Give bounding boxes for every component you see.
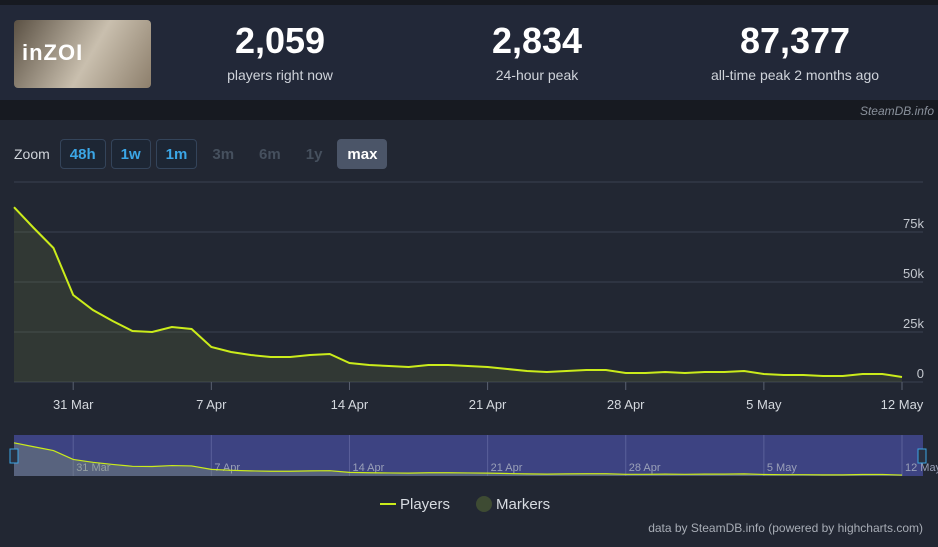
x-tick-label: 7 Apr [196, 397, 227, 412]
y-tick-label: 50k [903, 266, 924, 281]
y-tick-label: 75k [903, 216, 924, 231]
stat: 87,377 all-time peak 2 months ago [675, 20, 915, 84]
navigator-line [13, 442, 903, 476]
series-area [14, 207, 902, 382]
legend-label: Players [400, 496, 450, 513]
zoom-button[interactable]: 48h [59, 139, 106, 169]
zoom-button[interactable]: 1w [110, 139, 151, 169]
game-logo: inZOI [14, 20, 151, 88]
navigator-handle [9, 448, 19, 464]
zoom-button: 1y [296, 139, 333, 169]
y-tick-label: 25k [903, 316, 924, 331]
navigator-area [14, 442, 902, 476]
navigator-handle [917, 448, 927, 464]
legend-label: Markers [496, 496, 550, 513]
stat-value: 2,059 [234, 20, 326, 61]
navigator-label: 5 May [767, 462, 797, 474]
navigator-label: 31 Mar [76, 462, 111, 474]
stat-label: 24-hour peak [495, 67, 579, 83]
x-tick-label: 14 Apr [331, 397, 369, 412]
stat-label: players right now [227, 67, 333, 83]
watermark: SteamDB.info [859, 104, 934, 118]
navigator-label: 12 May [905, 462, 938, 474]
stat-label: all-time peak 2 months ago [710, 67, 880, 83]
zoom-bar: Zoom 48h 1w 1m 3m 6m 1y max [14, 139, 388, 169]
y-tick-label: 0 [917, 366, 924, 381]
zoom-button: 6m [249, 139, 291, 169]
stat: 2,834 24-hour peak [417, 20, 657, 84]
logo-text: inZOI [22, 40, 84, 65]
navigator-label: 28 Apr [629, 462, 661, 474]
stat-value: 2,834 [491, 20, 583, 61]
navigator-window [14, 435, 923, 476]
stats-bar: inZOI 2,059 players right now 2,834 24-hou… [0, 5, 938, 100]
legend-marker [476, 496, 492, 512]
x-tick-label: 31 Mar [53, 397, 94, 412]
x-tick-label: 21 Apr [469, 397, 507, 412]
zoom-button: 3m [202, 139, 244, 169]
zoom-label: Zoom [14, 146, 50, 162]
stat-value: 87,377 [739, 20, 851, 61]
credit: data by SteamDB.info (powered by highcha… [648, 521, 923, 535]
x-tick-label: 28 Apr [607, 397, 645, 412]
zoom-button[interactable]: max [337, 139, 388, 169]
navigator-label: 14 Apr [352, 462, 384, 474]
series-line [13, 206, 903, 378]
navigator-label: 7 Apr [214, 462, 240, 474]
stat: 2,059 players right now [160, 20, 400, 84]
x-tick-label: 5 May [746, 397, 782, 412]
zoom-button[interactable]: 1m [155, 139, 198, 169]
navigator-label: 21 Apr [491, 462, 523, 474]
x-tick-label: 12 May [881, 397, 924, 412]
